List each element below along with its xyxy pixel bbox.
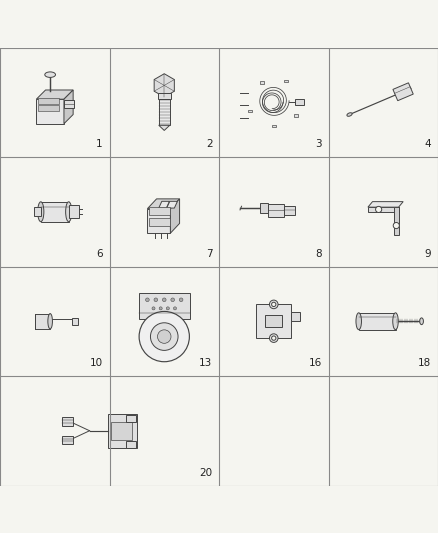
Bar [62,417,73,426]
Ellipse shape [45,72,56,77]
Bar [265,314,283,327]
Bar [368,207,399,212]
Ellipse shape [38,202,44,222]
Text: 2: 2 [206,139,212,149]
Bar [298,101,302,103]
Circle shape [393,222,399,229]
Bar [71,318,78,325]
Text: 6: 6 [96,249,103,259]
Polygon shape [64,90,73,124]
Circle shape [152,307,155,310]
Bar [158,93,171,99]
Text: 13: 13 [199,358,212,368]
Text: 10: 10 [90,358,103,368]
Bar [260,203,268,213]
Bar [159,99,170,125]
Ellipse shape [393,313,398,330]
Bar [41,202,69,222]
Bar [62,435,73,444]
Text: 1: 1 [96,139,103,149]
Polygon shape [170,199,180,233]
Ellipse shape [66,202,72,222]
Circle shape [139,311,189,362]
Bar [294,114,298,117]
Circle shape [162,298,166,302]
Bar [359,313,396,330]
Circle shape [269,300,278,309]
Text: 8: 8 [315,249,322,259]
Text: 20: 20 [199,468,212,478]
Polygon shape [167,201,177,208]
Bar [295,99,304,106]
Circle shape [166,307,170,310]
Bar [108,414,137,448]
Bar [64,100,74,108]
Text: 18: 18 [418,358,431,368]
Text: 4: 4 [425,139,431,149]
Bar [394,207,399,235]
Polygon shape [154,74,174,97]
Circle shape [272,336,276,340]
Bar [284,80,288,82]
Circle shape [179,298,183,302]
Bar [291,312,300,321]
Circle shape [154,298,158,302]
Bar [149,207,170,215]
Bar [38,98,60,103]
Bar [139,293,190,319]
Bar [272,125,276,127]
Bar [34,207,41,216]
Ellipse shape [420,318,424,325]
Polygon shape [393,83,413,101]
Bar [248,110,252,112]
Circle shape [173,307,177,310]
Bar [149,218,170,225]
Circle shape [145,298,149,302]
Bar [126,441,136,448]
Bar [38,105,60,110]
Polygon shape [36,99,64,124]
Circle shape [159,307,162,310]
Bar [111,422,132,440]
Text: 7: 7 [206,249,212,259]
Polygon shape [36,90,73,99]
Text: 9: 9 [425,249,431,259]
Ellipse shape [356,313,361,330]
Bar [268,204,285,217]
Circle shape [171,298,174,302]
Polygon shape [147,199,180,209]
Circle shape [272,302,276,306]
Text: 3: 3 [315,139,322,149]
Circle shape [376,206,382,213]
Bar [69,205,79,219]
Bar [126,415,136,422]
Text: 16: 16 [309,358,322,368]
Circle shape [269,334,278,342]
Polygon shape [159,201,170,208]
Polygon shape [159,125,170,131]
Polygon shape [147,209,170,233]
Bar [256,304,291,338]
Bar [35,313,50,329]
Ellipse shape [347,113,352,116]
Circle shape [151,323,178,350]
Ellipse shape [48,313,53,329]
Bar [285,206,295,215]
Bar [261,81,264,84]
Polygon shape [368,201,403,207]
Circle shape [158,330,171,343]
